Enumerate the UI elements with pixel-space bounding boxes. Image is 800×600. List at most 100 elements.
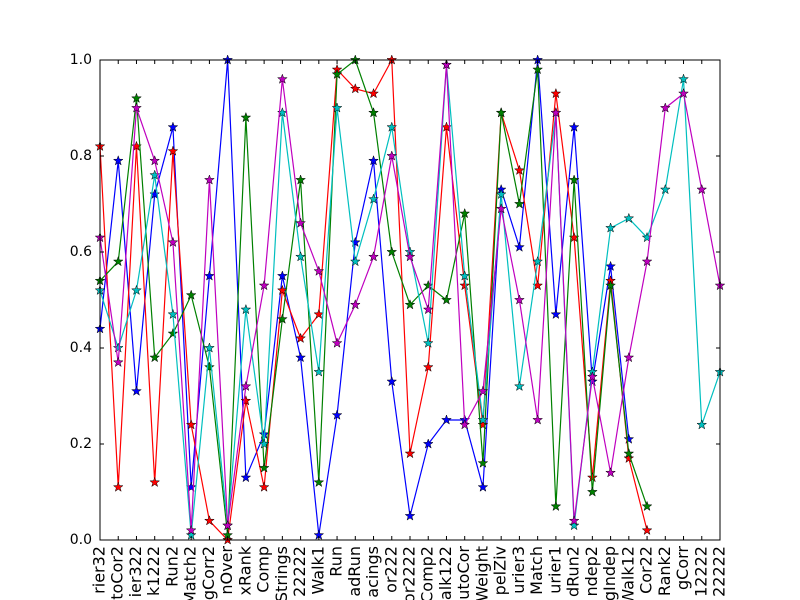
data-point — [149, 188, 161, 200]
data-point — [404, 510, 416, 521]
data-point — [513, 198, 525, 209]
x-tick-label: Comp2 — [418, 546, 437, 600]
data-point — [203, 515, 215, 526]
data-point — [495, 107, 507, 118]
data-point — [295, 332, 307, 344]
x-tick-label: Walk1 — [308, 546, 327, 595]
data-point — [678, 73, 690, 84]
x-tick-label: urier3 — [509, 546, 528, 594]
data-point — [477, 457, 489, 468]
x-tick-label: Comp — [254, 546, 273, 593]
y-tick-label: 0.2 — [70, 436, 92, 452]
data-point — [167, 308, 179, 320]
plot-area — [94, 54, 726, 545]
data-point — [130, 385, 142, 396]
data-point — [422, 337, 434, 348]
data-point — [623, 212, 635, 224]
x-tick-label: alk122 — [436, 546, 455, 600]
x-tick-label: 12222 — [691, 546, 710, 597]
data-point — [258, 279, 270, 291]
data-point — [313, 476, 325, 488]
data-point — [477, 419, 489, 430]
data-point — [203, 174, 215, 185]
x-tick-label: acings — [363, 546, 382, 598]
data-point — [568, 174, 580, 185]
data-point — [149, 169, 161, 180]
data-point — [368, 155, 380, 166]
data-point — [295, 351, 307, 363]
data-point — [240, 380, 252, 392]
x-tick-label: Walk12 — [618, 546, 637, 600]
data-point — [149, 351, 161, 363]
series-line — [99, 59, 630, 536]
data-point — [386, 150, 398, 161]
x-tick-label: or222 — [381, 546, 400, 593]
data-point — [440, 59, 452, 70]
data-point — [276, 270, 288, 281]
data-point — [368, 107, 380, 118]
data-point — [513, 241, 525, 252]
data-point — [495, 203, 507, 214]
data-point — [167, 236, 179, 248]
data-point — [422, 438, 434, 449]
x-tick-label: ier322 — [126, 546, 145, 597]
data-point — [641, 500, 653, 512]
x-tick-label: Match — [527, 546, 546, 595]
data-point — [349, 299, 361, 310]
data-point — [659, 102, 671, 113]
data-point — [459, 207, 471, 219]
y-tick-label: 0.6 — [70, 244, 92, 260]
data-point — [240, 395, 252, 406]
y-tick-label: 0.0 — [70, 532, 92, 548]
data-point — [568, 515, 580, 526]
data-point — [678, 87, 690, 99]
x-tick-label: xRank — [235, 545, 254, 595]
data-point — [422, 361, 434, 372]
data-point — [185, 289, 197, 300]
data-point — [440, 414, 452, 425]
data-point — [422, 303, 434, 315]
data-point — [331, 409, 343, 420]
data-point — [276, 313, 288, 324]
data-point — [349, 255, 361, 267]
x-tick-label: k1222 — [144, 546, 163, 596]
x-tick-label: Strings — [272, 546, 291, 600]
data-point — [240, 471, 252, 483]
data-point — [185, 524, 197, 536]
data-point — [513, 294, 525, 305]
x-tick-label: rier32 — [90, 546, 109, 594]
data-point — [477, 414, 489, 425]
data-point — [386, 246, 398, 257]
x-tick-label: toCor2 — [108, 546, 127, 600]
data-point — [258, 462, 270, 473]
data-point — [459, 270, 471, 281]
data-point — [130, 284, 142, 296]
x-tick-label: or2222 — [400, 546, 419, 600]
data-point — [605, 222, 617, 233]
data-point — [568, 519, 580, 531]
x-tick-label: adRun — [345, 546, 364, 597]
data-point — [313, 265, 325, 276]
data-point — [331, 102, 343, 113]
data-point — [550, 87, 562, 99]
data-point — [532, 255, 544, 267]
data-point — [149, 476, 161, 488]
data-point — [130, 92, 142, 104]
data-point — [532, 63, 544, 75]
data-point — [386, 121, 398, 132]
data-point — [203, 361, 215, 372]
data-point — [331, 68, 343, 80]
x-tick-label: Match2 — [181, 546, 200, 600]
data-point — [368, 87, 380, 99]
data-point — [349, 236, 361, 248]
data-point — [586, 371, 598, 382]
data-point — [331, 337, 343, 348]
data-point — [586, 471, 598, 483]
data-point — [349, 83, 361, 94]
x-tick-label: gCorr2 — [199, 546, 218, 600]
y-tick-label: 0.8 — [70, 148, 92, 164]
data-point — [459, 419, 471, 430]
data-point — [641, 255, 653, 267]
